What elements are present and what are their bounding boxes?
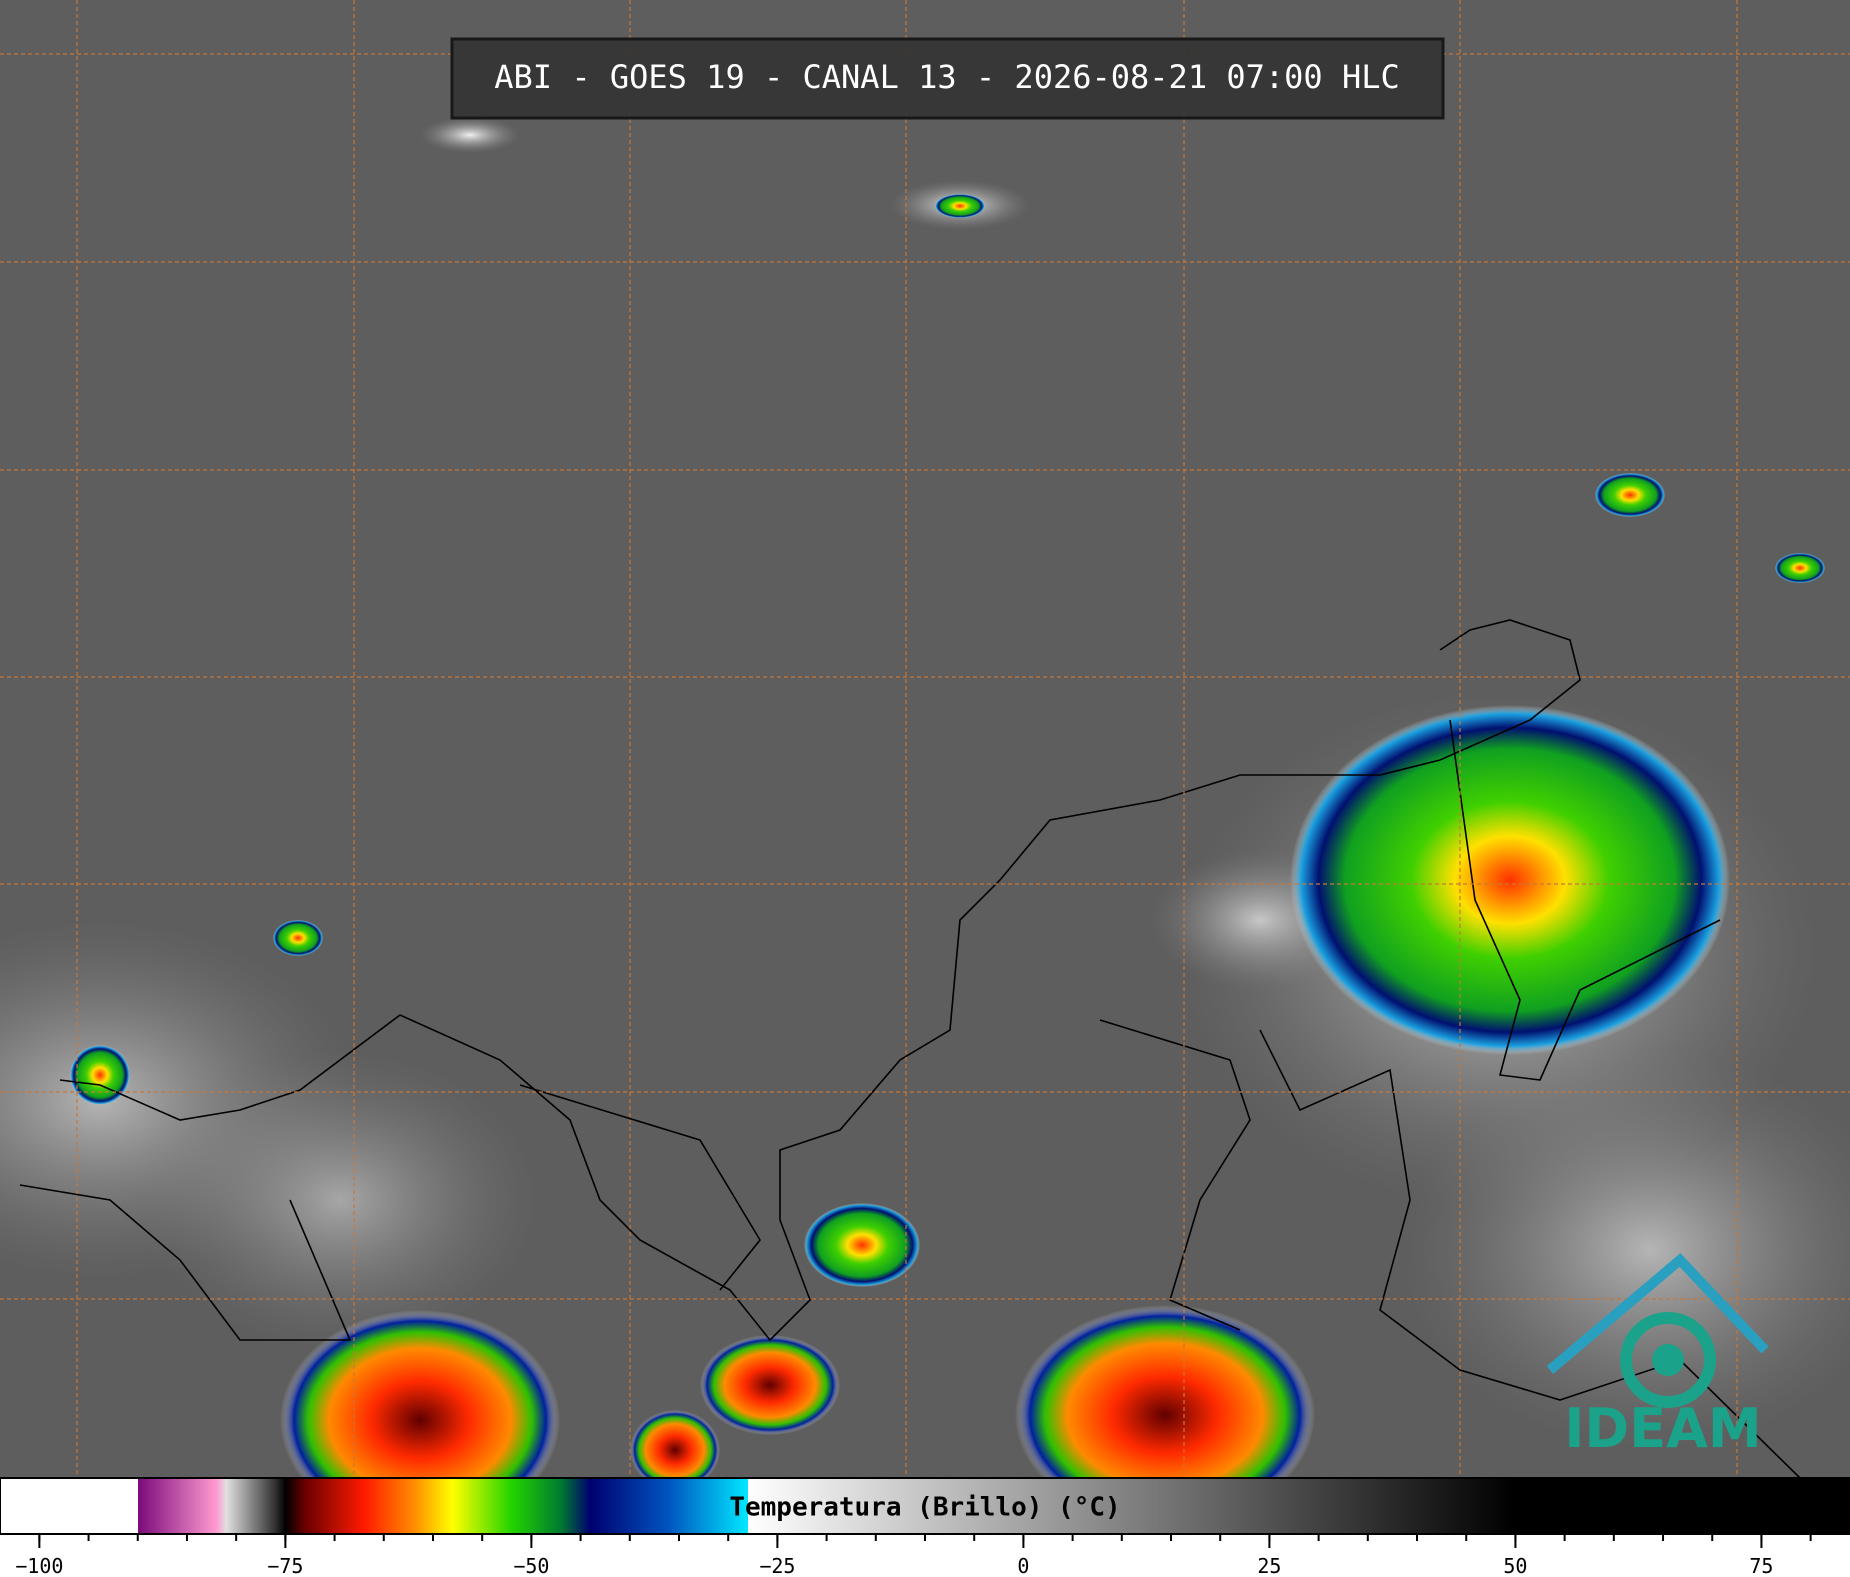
tick-label: 0 [1017,1554,1029,1577]
tick-label: 75 [1749,1554,1773,1577]
convection [70,194,1825,1530]
tick-label: −100 [15,1554,63,1577]
title: ABI - GOES 19 - CANAL 13 - 2026-08-21 07… [494,58,1399,96]
tick-label: 50 [1503,1554,1527,1577]
coastlines [19,619,1801,1479]
tick-label: −50 [513,1554,549,1577]
graticule [0,0,1850,1478]
tick-label: 25 [1257,1554,1281,1577]
title-box: ABI - GOES 19 - CANAL 13 - 2026-08-21 07… [450,37,1445,120]
tick-label: −25 [759,1554,795,1577]
tick-label: −75 [267,1554,303,1577]
logo: IDEAM [1546,1253,1769,1460]
colorbar-label: Temperatura (Brillo) (°C) [729,1493,1120,1523]
logo-text: IDEAM [1564,1397,1761,1460]
